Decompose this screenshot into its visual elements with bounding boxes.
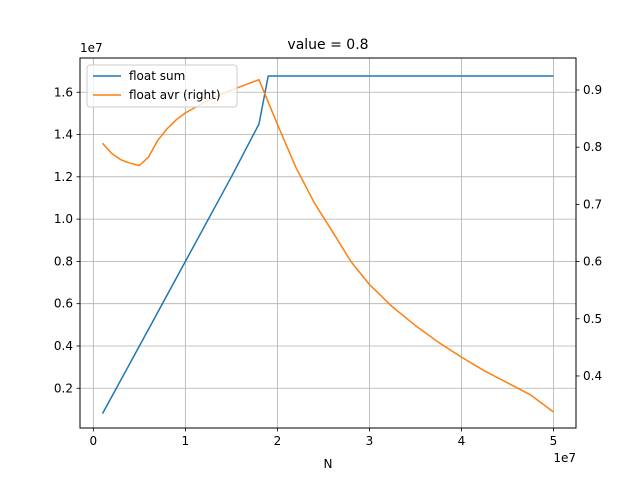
y-tick-label: 1.0 (54, 212, 73, 226)
series-line-0 (101, 75, 554, 414)
plot-frame (79, 57, 577, 429)
x-tick-label: 5 (550, 434, 558, 448)
x-axis-label: N (324, 457, 333, 471)
series-line-1 (101, 78, 554, 413)
x-axis-offset-label: 1e7 (553, 451, 576, 465)
y2-tick-label: 0.8 (583, 140, 602, 154)
y-tick-label: 0.4 (54, 339, 73, 353)
y-tick-label: 1.6 (54, 85, 73, 99)
x-tick-label: 1 (182, 434, 190, 448)
y-tick-label: 1.2 (54, 170, 73, 184)
legend-label-0: float sum (129, 69, 185, 83)
y-tick-label: 0.2 (54, 381, 73, 395)
legend-label-1: float avr (right) (129, 88, 221, 102)
x-tick-label: 0 (90, 434, 98, 448)
legend-box (86, 64, 238, 108)
ticks: 0 1 2 3 4 5 0.2 0.4 0.6 0.8 1.0 1.2 1.4 1.6 0.4 0.5 0.6 0… (54, 83, 602, 448)
y-tick-label: 1.4 (54, 128, 73, 142)
chart-title: value = 0.8 (287, 37, 368, 53)
y-axis-offset-label: 1e7 (80, 41, 103, 55)
y2-tick-label: 0.9 (583, 83, 602, 97)
y-tick-label: 0.6 (54, 297, 73, 311)
y2-tick-label: 0.5 (583, 312, 602, 326)
y2-tick-label: 0.6 (583, 255, 602, 269)
x-tick-label: 2 (274, 434, 282, 448)
y-tick-label: 0.8 (54, 254, 73, 268)
legend: float sum float avr (right) (86, 64, 238, 108)
y2-tick-label: 0.7 (583, 197, 602, 211)
y2-tick-label: 0.4 (583, 369, 602, 383)
x-tick-label: 3 (366, 434, 374, 448)
series-layer (101, 75, 554, 414)
x-tick-label: 4 (458, 434, 466, 448)
